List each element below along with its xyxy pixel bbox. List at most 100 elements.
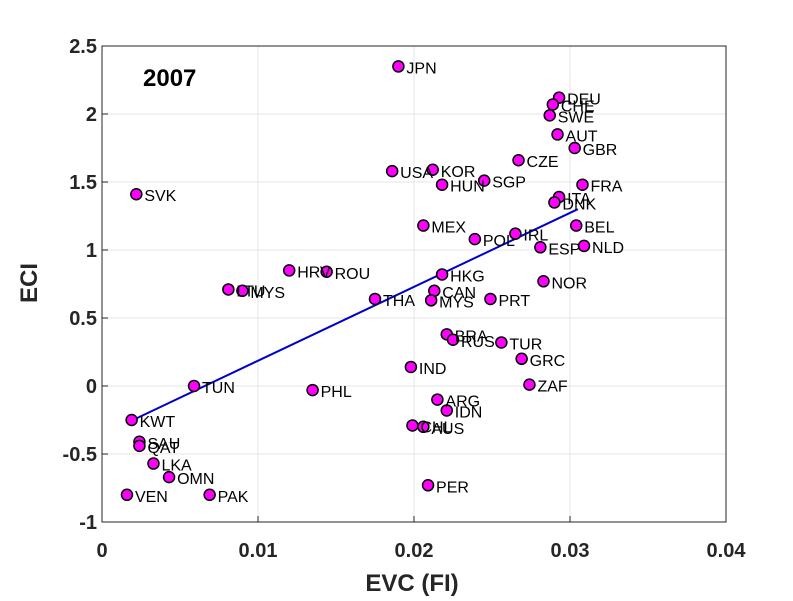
point-label-sgp: SGP bbox=[492, 175, 526, 192]
data-point-pak bbox=[203, 488, 216, 502]
data-point-tha bbox=[368, 292, 382, 306]
point-label-kwt: KWT bbox=[140, 414, 176, 431]
data-point-sgp bbox=[477, 174, 491, 187]
data-point-chl bbox=[406, 419, 419, 432]
data-point-ltu bbox=[222, 283, 235, 296]
point-label-kor: KOR bbox=[441, 164, 476, 181]
point-label-ita: ITA bbox=[567, 191, 591, 208]
data-point-aut bbox=[551, 128, 564, 141]
point-label-gbr: GBR bbox=[583, 142, 618, 159]
point-label-bra: BRA bbox=[455, 328, 488, 345]
data-point-usa bbox=[385, 164, 399, 178]
data-point-rus bbox=[446, 333, 460, 347]
y-tick-label: 1 bbox=[86, 240, 97, 262]
data-point-ind bbox=[404, 360, 418, 374]
point-label-nld: NLD bbox=[592, 240, 624, 257]
point-label-fra: FRA bbox=[590, 179, 622, 196]
data-point-jpn bbox=[392, 60, 405, 73]
data-point-tun bbox=[187, 379, 201, 393]
point-label-phl: PHL bbox=[321, 384, 352, 401]
point-label-mys: MYS bbox=[250, 285, 285, 302]
y-tick-label: 2.5 bbox=[69, 36, 97, 58]
x-tick-label: 0 bbox=[96, 540, 107, 562]
data-point-rou bbox=[320, 265, 333, 279]
point-label-zaf: ZAF bbox=[537, 379, 567, 396]
point-label-usa: USA bbox=[400, 165, 433, 182]
y-axis-label: ECI bbox=[16, 263, 43, 303]
point-label-hun: HUN bbox=[450, 179, 485, 196]
point-label-mys: MYS bbox=[439, 294, 474, 311]
data-point-zaf bbox=[523, 378, 536, 391]
x-tick-label: 0.01 bbox=[239, 540, 278, 562]
point-label-nor: NOR bbox=[551, 275, 587, 292]
data-point-lka bbox=[147, 457, 160, 470]
data-point-kwt bbox=[125, 413, 138, 427]
point-label-irl: IRL bbox=[523, 228, 548, 245]
point-label-dnk: DNK bbox=[562, 196, 596, 213]
point-label-arg: ARG bbox=[445, 394, 480, 411]
data-point-dnk bbox=[548, 196, 561, 209]
point-label-che: CHE bbox=[561, 98, 595, 115]
point-label-jpn: JPN bbox=[406, 60, 436, 77]
data-point-omn bbox=[162, 470, 176, 484]
x-axis-label: EVC (FI) bbox=[365, 570, 458, 597]
data-point-hkg bbox=[435, 268, 449, 281]
point-label-pak: PAK bbox=[218, 489, 249, 506]
point-label-per: PER bbox=[436, 479, 469, 496]
chart-title: 2007 bbox=[143, 65, 196, 92]
point-label-cze: CZE bbox=[527, 154, 559, 171]
data-point-gbr bbox=[568, 141, 581, 155]
data-point-pol bbox=[468, 232, 482, 246]
data-point-svk bbox=[130, 187, 143, 201]
point-label-grc: GRC bbox=[530, 353, 566, 370]
data-point-kor bbox=[426, 163, 439, 177]
point-label-prt: PRT bbox=[498, 293, 530, 310]
data-point-mex bbox=[417, 219, 430, 232]
y-tick-label: 2 bbox=[86, 104, 97, 126]
data-point-grc bbox=[515, 352, 528, 366]
data-point-irl bbox=[509, 227, 522, 240]
point-label-rus: RUS bbox=[461, 334, 495, 351]
data-point-bel bbox=[569, 219, 583, 232]
y-tick-label: -0.5 bbox=[63, 444, 97, 466]
point-label-idn: IDN bbox=[455, 404, 483, 421]
fit-line-group bbox=[129, 208, 579, 423]
data-point-tur bbox=[495, 336, 508, 349]
data-point-fra bbox=[576, 178, 589, 191]
y-tick-label: -1 bbox=[79, 512, 97, 534]
point-label-tur: TUR bbox=[509, 336, 542, 353]
point-label-hrv: HRV bbox=[297, 264, 331, 281]
point-label-bel: BEL bbox=[584, 220, 614, 237]
point-label-ltu: LTU bbox=[236, 283, 265, 300]
y-tick-label: 1.5 bbox=[69, 172, 97, 194]
point-label-aut: AUT bbox=[566, 128, 598, 145]
y-tick-label: 0 bbox=[86, 376, 97, 398]
point-label-rou: ROU bbox=[335, 266, 371, 283]
data-point-nor bbox=[537, 275, 550, 288]
point-label-lka: LKA bbox=[161, 458, 192, 475]
data-point-swe bbox=[543, 109, 556, 122]
point-label-omn: OMN bbox=[177, 471, 214, 488]
point-label-chl: CHL bbox=[420, 419, 452, 436]
point-label-ven: VEN bbox=[135, 489, 168, 506]
point-label-hkg: HKG bbox=[450, 268, 485, 285]
data-point-qat bbox=[133, 439, 146, 453]
y-axis-ticks: -1 -0.5 0 0.5 1 1.5 2 2.5 bbox=[63, 36, 108, 534]
y-tick-label: 0.5 bbox=[69, 308, 97, 330]
point-label-aus: AUS bbox=[431, 421, 464, 438]
point-label-tun: TUN bbox=[202, 380, 235, 397]
data-point-phl bbox=[306, 383, 319, 397]
data-point-prt bbox=[484, 292, 497, 306]
x-tick-label: 0.02 bbox=[395, 540, 434, 562]
x-tick-label: 0.03 bbox=[551, 540, 590, 562]
data-point-cze bbox=[512, 153, 525, 167]
point-label-qat: QAT bbox=[147, 440, 179, 457]
point-label-deu: DEU bbox=[567, 92, 601, 109]
point-label-swe: SWE bbox=[558, 109, 594, 126]
data-point-per bbox=[421, 479, 435, 492]
data-point-aus bbox=[417, 420, 430, 434]
point-label-sau: SAU bbox=[147, 436, 180, 453]
x-axis-ticks: 0 0.01 0.02 0.03 0.04 bbox=[96, 516, 746, 562]
point-label-ind: IND bbox=[419, 361, 447, 378]
